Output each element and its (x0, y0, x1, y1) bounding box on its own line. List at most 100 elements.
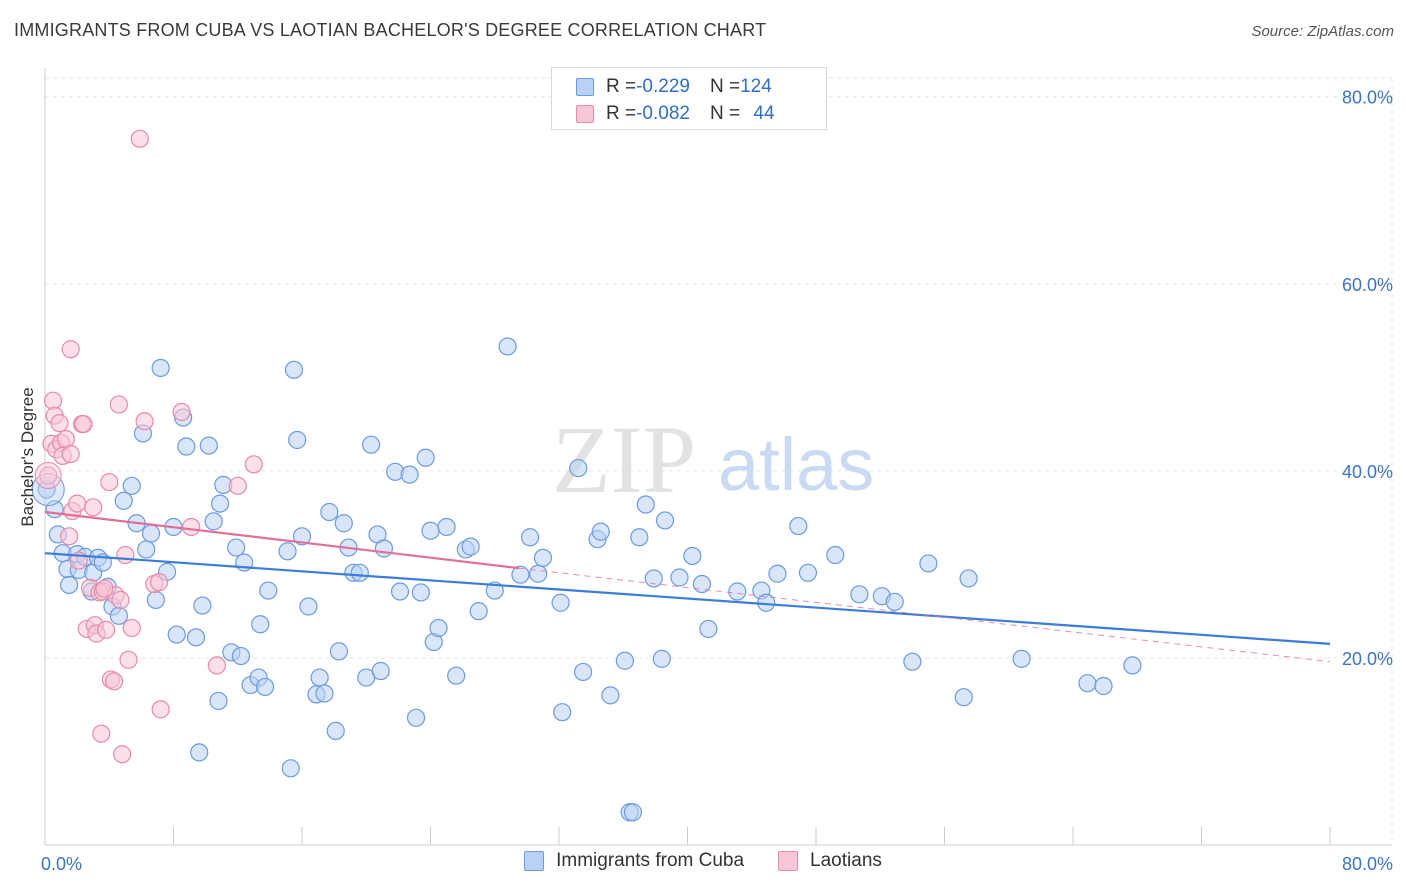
legend-n-label: N = (709, 103, 741, 124)
cuba-point (485, 581, 504, 600)
legend-swatch-cuba (576, 78, 594, 96)
cuba-point (209, 691, 228, 711)
cuba-point (210, 494, 230, 513)
cuba-point (615, 651, 634, 670)
laotian-point (95, 579, 114, 598)
laotian-point (119, 650, 138, 669)
y-axis-label: Bachelor's Degree (18, 387, 37, 526)
cuba-point (204, 512, 223, 531)
source-label: Source: ZipAtlas.com (1251, 23, 1394, 40)
laotian-point (172, 402, 191, 422)
series-legend-swatch-cuba (524, 851, 545, 871)
laotian-point (109, 395, 128, 414)
cuba-point (553, 703, 572, 722)
cuba-point (768, 564, 787, 583)
cuba-point (278, 542, 297, 561)
cuba-point (630, 528, 649, 547)
cuba-point (190, 743, 209, 762)
legend-n-value: 44 (748, 103, 775, 124)
cuba-point (1012, 649, 1031, 668)
cuba-point (447, 666, 466, 685)
cuba-point (655, 511, 675, 530)
cuba-point (520, 528, 540, 547)
cuba-point (573, 662, 593, 682)
cuba-point (315, 684, 334, 703)
cuba-point (529, 564, 548, 583)
cuba-point (334, 514, 353, 533)
cuba-point (146, 590, 165, 610)
cuba-point (1123, 656, 1142, 675)
series-legend-swatch-laotians (778, 851, 799, 871)
cuba-point (310, 668, 329, 687)
series-legend-cuba: Immigrants from Cuba (524, 850, 744, 872)
cuba-point (411, 583, 430, 602)
cuba-point (177, 437, 196, 456)
axes (44, 68, 1392, 846)
cuba-point (728, 582, 747, 601)
cuba-point (591, 522, 610, 541)
cuba-point (186, 628, 206, 647)
laotian-point (116, 545, 135, 565)
cuba-point (903, 652, 922, 671)
y-tick-label: 20.0% (1342, 649, 1393, 669)
laotian-point (149, 573, 169, 592)
cuba-point (406, 708, 426, 727)
laotian-point (92, 724, 111, 743)
trend-line-laotians-extension (518, 567, 1331, 663)
cuba-point (227, 538, 246, 557)
cuba-point (292, 527, 312, 546)
cuba-point (151, 358, 170, 378)
cuba-point (374, 539, 394, 558)
series-laotians-points (34, 129, 263, 764)
laotian-point (182, 517, 201, 537)
laotian-point (84, 498, 103, 517)
cuba-point (109, 606, 128, 625)
laotian-point (135, 412, 154, 431)
cuba-point (885, 592, 904, 611)
cuba-point (1094, 676, 1113, 696)
y-tick-label: 60.0% (1342, 275, 1393, 295)
cuba-point (299, 597, 318, 616)
cuba-point (284, 360, 304, 379)
laotian-point (39, 466, 58, 485)
trend-line-cuba (44, 552, 1331, 645)
cuba-point (361, 435, 381, 454)
cuba-point (652, 649, 671, 668)
legend-row-cuba: R = -0.229 N = 124 (576, 74, 772, 100)
laotian-point (61, 340, 80, 359)
cuba-point (114, 491, 133, 510)
legend-r-label: R = (606, 76, 637, 97)
cuba-point (400, 465, 419, 484)
legend-row-laotians: R = -0.082 N = 44 (576, 101, 775, 127)
cuba-point (137, 540, 156, 559)
cuba-point (141, 524, 161, 543)
cuba-point (429, 618, 448, 638)
cuba-point (59, 575, 79, 595)
watermark-atlas: atlas (718, 423, 874, 506)
cuba-point (670, 568, 689, 587)
cuba-point (623, 803, 642, 822)
cuba-point (390, 582, 410, 601)
series-legend-laotians: Laotians (778, 850, 882, 872)
cuba-point (199, 436, 218, 455)
cuba-point (601, 686, 620, 705)
cuba-point (511, 565, 530, 584)
cuba-point (320, 502, 339, 522)
cuba-point (461, 537, 480, 556)
laotian-point (122, 618, 141, 638)
cuba-point (954, 688, 973, 707)
laotian-point (207, 656, 226, 675)
cuba-point (919, 554, 938, 573)
laotian-point (228, 476, 247, 495)
series-legend-label-laotians: Laotians (810, 850, 882, 871)
cuba-point (644, 569, 663, 588)
legend-r-label: R = (606, 103, 637, 124)
cuba-point (683, 546, 702, 566)
correlation-legend: R = -0.229 N = 124 R = -0.082 N = 44 (551, 67, 827, 130)
laotian-point (59, 527, 79, 546)
legend-swatch-laotians (576, 105, 594, 123)
laotian-point (130, 129, 149, 148)
laotian-point (68, 494, 87, 513)
cuba-point (636, 495, 655, 514)
